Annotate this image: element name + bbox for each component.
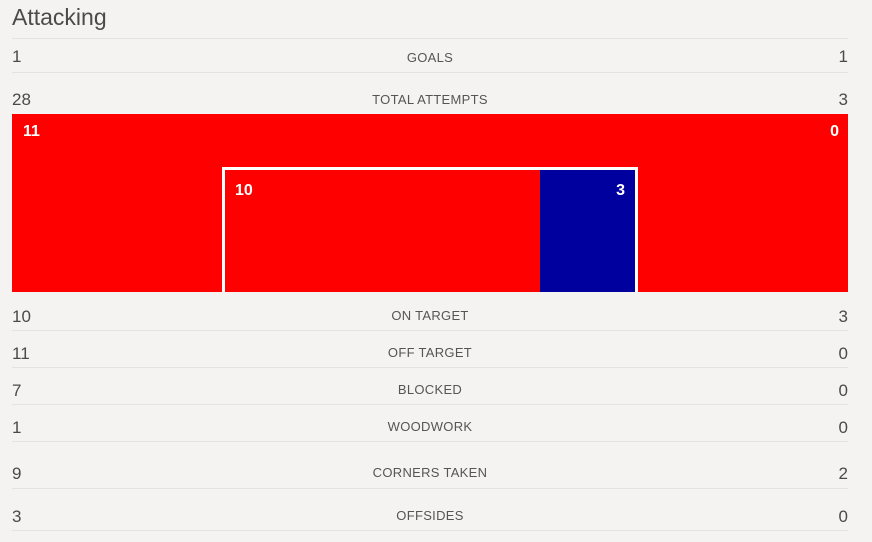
stat-row-total-attempts: 28 TOTAL ATTEMPTS 3 (12, 90, 848, 112)
on-target-away-bar (540, 170, 635, 292)
home-value: 1 (12, 418, 22, 437)
off-target-away-count: 0 (830, 123, 839, 140)
goal-frame: 10 3 (222, 167, 638, 292)
stat-label: OFFSIDES (396, 508, 464, 523)
away-value: 1 (838, 47, 848, 66)
on-target-home-count: 10 (235, 182, 253, 199)
stat-row-woodwork: 1 WOODWORK 0 (12, 418, 848, 442)
home-value: 3 (12, 507, 22, 526)
stat-label: ON TARGET (391, 308, 469, 323)
stat-label: OFF TARGET (387, 345, 473, 360)
attempts-map: 11 0 10 3 (12, 114, 848, 292)
stat-label: WOODWORK (387, 419, 473, 434)
away-value: 0 (838, 418, 848, 437)
stat-label: BLOCKED (397, 382, 463, 397)
on-target-home-bar (225, 170, 541, 292)
home-value: 9 (12, 464, 22, 483)
stat-label: TOTAL ATTEMPTS (372, 92, 488, 107)
stat-row-off-target: 11 OFF TARGET 0 (12, 344, 848, 368)
away-value: 0 (838, 344, 848, 363)
stat-row-blocked: 7 BLOCKED 0 (12, 381, 848, 405)
home-value: 11 (12, 344, 30, 363)
stat-row-on-target: 10 ON TARGET 3 (12, 307, 848, 331)
away-value: 2 (838, 464, 848, 483)
home-value: 10 (12, 307, 31, 326)
home-value: 7 (12, 381, 22, 400)
section-title: Attacking (12, 4, 107, 30)
off-target-home-count: 11 (23, 123, 40, 140)
stat-row-goals: 1 GOALS 1 (12, 47, 848, 73)
home-value: 1 (12, 47, 22, 66)
away-value: 0 (838, 381, 848, 400)
stat-row-corners-taken: 9 CORNERS TAKEN 2 (12, 464, 848, 489)
divider (12, 38, 848, 39)
on-target-away-count: 3 (616, 182, 625, 199)
away-value: 3 (838, 307, 848, 326)
away-value: 3 (838, 90, 848, 109)
away-value: 0 (838, 507, 848, 526)
stat-row-offsides: 3 OFFSIDES 0 (12, 507, 848, 531)
stat-label: CORNERS TAKEN (372, 465, 488, 480)
home-value: 28 (12, 90, 31, 109)
stat-label: GOALS (406, 50, 454, 65)
